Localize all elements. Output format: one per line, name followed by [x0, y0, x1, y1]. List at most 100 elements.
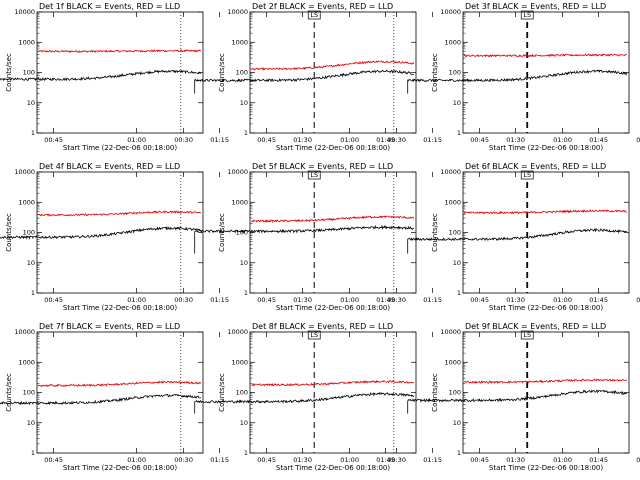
events-series-line — [0, 393, 202, 406]
panel-title: Det 2f BLACK = Events, RED = LLD — [252, 2, 393, 11]
panel-7: Det 7f BLACK = Events, RED = LLD11010010… — [0, 322, 395, 472]
peak-label-box — [307, 10, 321, 20]
y-tick-label: 100 — [449, 229, 461, 237]
peak-label-box — [520, 10, 534, 20]
x-tick-label: 01:30 — [293, 136, 312, 144]
x-tick-label: 00:45 — [44, 296, 63, 304]
lld-series-line — [37, 49, 202, 53]
x-tick-label: 01:15 — [423, 136, 442, 144]
y-axis-label: Counts/sec — [5, 373, 13, 412]
y-tick-label: 10000 — [14, 328, 35, 336]
x-tick-label: 00:45 — [257, 136, 276, 144]
x-tick-label: 01:15 — [636, 456, 640, 464]
x-tick-label: 01:30 — [506, 296, 525, 304]
x-tick-label: 01:45 — [376, 296, 395, 304]
x-tick-label: 00:30 — [387, 456, 406, 464]
y-tick-label: 1000 — [444, 38, 461, 46]
peak-label-box — [520, 170, 534, 180]
panel-title: Det 7f BLACK = Events, RED = LLD — [39, 322, 180, 331]
x-tick-label: 01:45 — [589, 296, 608, 304]
panel-title: Det 8f BLACK = Events, RED = LLD — [252, 322, 393, 331]
x-tick-label: 00:45 — [470, 456, 489, 464]
y-axis-label: Counts/sec — [431, 213, 439, 252]
y-tick-label: 1000 — [18, 358, 35, 366]
y-tick-label: 1 — [31, 289, 35, 297]
plot-frame — [249, 331, 417, 454]
x-tick-label: 01:00 — [340, 136, 359, 144]
y-tick-label: 1 — [457, 129, 461, 137]
x-axis-label: Start Time (22-Dec-06 00:18:00) — [276, 144, 390, 152]
y-tick-label: 10000 — [440, 168, 461, 176]
x-tick-label: 00:45 — [470, 136, 489, 144]
x-tick-label: 00:45 — [257, 456, 276, 464]
lld-series-line — [250, 215, 415, 223]
peak-label: LS — [310, 11, 318, 19]
x-tick-label: 01:00 — [340, 456, 359, 464]
y-tick-label: 1 — [457, 289, 461, 297]
x-tick-label: 01:30 — [506, 136, 525, 144]
y-tick-label: 100 — [23, 69, 35, 77]
y-tick-label: 10000 — [227, 328, 248, 336]
x-tick-label: 01:15 — [210, 136, 229, 144]
events-series-line — [194, 224, 415, 254]
y-tick-label: 10 — [453, 99, 461, 107]
y-tick-label: 1000 — [231, 358, 248, 366]
x-axis-label: Start Time (22-Dec-06 00:18:00) — [63, 144, 177, 152]
lld-series-line — [250, 379, 414, 387]
events-series-line — [0, 225, 201, 240]
x-axis-label: Start Time (22-Dec-06 00:18:00) — [63, 464, 177, 472]
plot-frame — [36, 331, 204, 454]
peak-label-box — [307, 330, 321, 340]
y-tick-label: 1000 — [444, 198, 461, 206]
x-tick-label: 01:30 — [293, 296, 312, 304]
y-tick-label: 100 — [236, 389, 248, 397]
panel-1: Det 1f BLACK = Events, RED = LLD11010010… — [0, 2, 395, 152]
plot-frame — [462, 171, 630, 294]
y-tick-label: 10000 — [14, 8, 35, 16]
y-tick-label: 1 — [31, 449, 35, 457]
x-tick-label: 01:00 — [127, 296, 146, 304]
panel-title: Det 6f BLACK = Events, RED = LLD — [465, 162, 606, 171]
peak-label: LS — [310, 171, 318, 179]
x-tick-label: 00:30 — [387, 136, 406, 144]
y-tick-label: 10000 — [440, 8, 461, 16]
y-tick-label: 10 — [240, 419, 248, 427]
peak-label: LS — [523, 11, 531, 19]
y-axis-label: Counts/sec — [431, 373, 439, 412]
plot-frame — [462, 11, 630, 134]
y-tick-label: 1 — [457, 449, 461, 457]
panel-title: Det 3f BLACK = Events, RED = LLD — [465, 2, 606, 11]
y-tick-label: 10000 — [227, 168, 248, 176]
lld-series-line — [250, 60, 415, 72]
panel-6: Det 6f BLACK = Events, RED = LLD 1 10 100 10… — [387, 162, 640, 312]
x-tick-label: 00:30 — [174, 296, 193, 304]
panel-5: Det 5f BLACK = Events, RED = LLD11010010… — [174, 162, 608, 312]
events-series-line — [194, 392, 415, 414]
x-tick-label: 01:15 — [210, 456, 229, 464]
panel-title: Det 9f BLACK = Events, RED = LLD — [465, 322, 606, 331]
x-tick-label: 00:30 — [174, 456, 193, 464]
x-axis-label: Start Time (22-Dec-06 00:18:00) — [63, 304, 177, 312]
x-axis-label: Start Time (22-Dec-06 00:18:00) — [276, 304, 390, 312]
y-tick-label: 1 — [244, 449, 248, 457]
x-tick-label: 01:45 — [589, 456, 608, 464]
peak-label-box — [307, 170, 321, 180]
x-tick-label: 01:15 — [423, 456, 442, 464]
y-tick-label: 10000 — [227, 8, 248, 16]
x-tick-label: 01:00 — [553, 456, 572, 464]
x-tick-label: 01:45 — [589, 136, 608, 144]
x-tick-label: 00:45 — [44, 456, 63, 464]
x-tick-label: 01:15 — [423, 296, 442, 304]
y-tick-label: 100 — [236, 229, 248, 237]
x-tick-label: 01:15 — [636, 136, 640, 144]
y-tick-label: 100 — [23, 229, 35, 237]
events-series-line — [407, 389, 627, 414]
y-axis-label: Counts/sec — [431, 53, 439, 92]
x-axis-label: Start Time (22-Dec-06 00:18:00) — [489, 304, 603, 312]
x-tick-label: 00:45 — [470, 296, 489, 304]
x-axis-label: Start Time (22-Dec-06 00:18:00) — [489, 464, 603, 472]
peak-label-box — [520, 330, 534, 340]
x-tick-label: 00:30 — [387, 296, 406, 304]
y-tick-label: 10 — [27, 259, 35, 267]
y-tick-label: 10 — [453, 259, 461, 267]
